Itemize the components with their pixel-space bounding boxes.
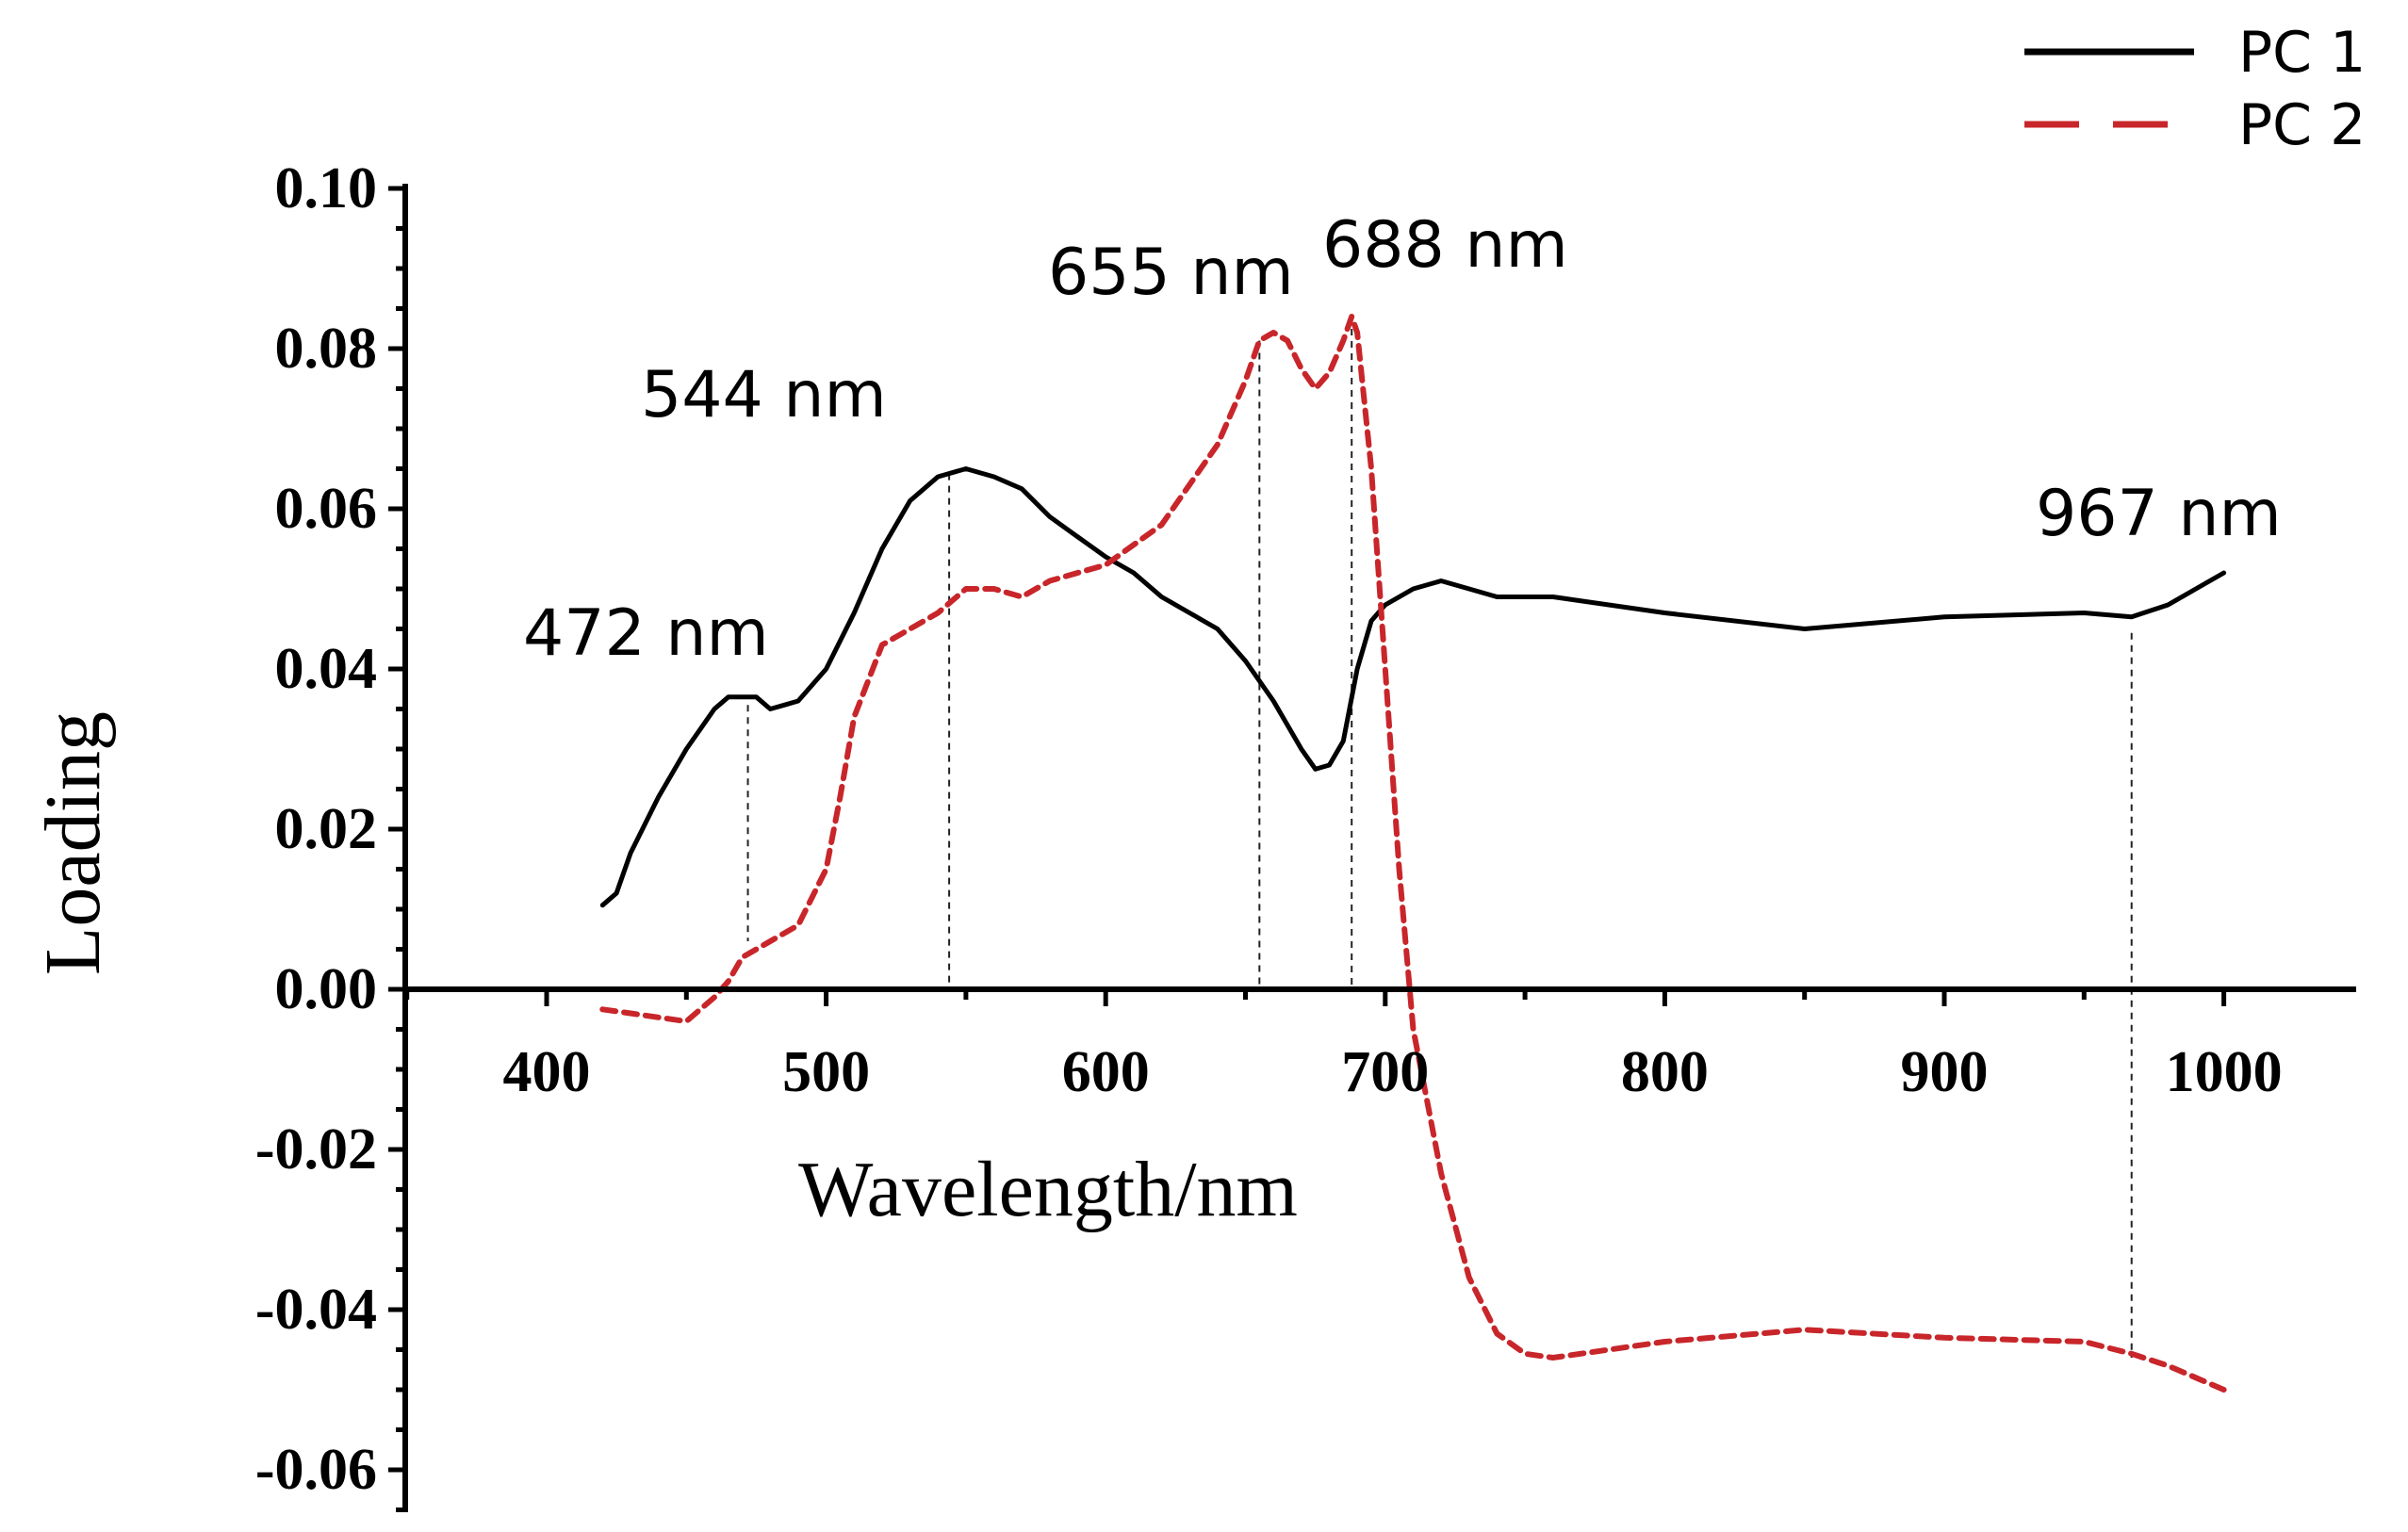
- annotation-655-nm: 655 nm: [1048, 236, 1294, 310]
- annotation-967-nm: 967 nm: [2036, 477, 2282, 551]
- y-tick-label: -0.02: [255, 1117, 377, 1182]
- y-tick-label: -0.04: [255, 1278, 377, 1342]
- x-tick-label: 500: [782, 1040, 870, 1104]
- legend-label-pc1: PC 1: [2238, 20, 2366, 86]
- annotations: 472 nm 544 nm 655 nm 688 nm 967 nm: [523, 208, 2282, 671]
- y-tick-label: 0.10: [275, 156, 378, 220]
- annotation-688-nm: 688 nm: [1322, 208, 1568, 283]
- axes: [388, 184, 2356, 1512]
- tick-labels: 0.10 0.08 0.06 0.04 0.02 0.00 -0.02 -0.04 -0.06 4…: [255, 156, 2283, 1502]
- y-tick-label: 0.08: [275, 317, 378, 381]
- x-tick-label: 900: [1901, 1040, 1989, 1104]
- annotation-472-nm: 472 nm: [523, 596, 769, 671]
- y-axis-title: Loading: [29, 711, 117, 975]
- legend-label-pc2: PC 2: [2238, 92, 2366, 158]
- x-tick-label: 1000: [2166, 1040, 2283, 1104]
- x-tick-label: 800: [1621, 1040, 1709, 1104]
- y-tick-label: 0.06: [275, 477, 378, 541]
- series-line-pc-2: [599, 314, 2227, 1393]
- annotation-544-nm: 544 nm: [641, 358, 887, 432]
- x-tick-label: 700: [1341, 1040, 1429, 1104]
- series-line-pc-1: [599, 466, 2227, 908]
- reference-lines: [746, 317, 2133, 1358]
- y-tick-label: -0.06: [255, 1438, 377, 1502]
- x-tick-label: 600: [1062, 1040, 1150, 1104]
- series-layer: [599, 314, 2227, 1393]
- x-axis-title: Wavelength/nm: [798, 1146, 1298, 1233]
- y-tick-label: 0.00: [275, 957, 378, 1021]
- y-tick-label: 0.04: [275, 637, 378, 701]
- legend: PC 1 PC 2: [2024, 20, 2366, 158]
- y-tick-label: 0.02: [275, 797, 378, 861]
- x-tick-label: 400: [503, 1040, 591, 1104]
